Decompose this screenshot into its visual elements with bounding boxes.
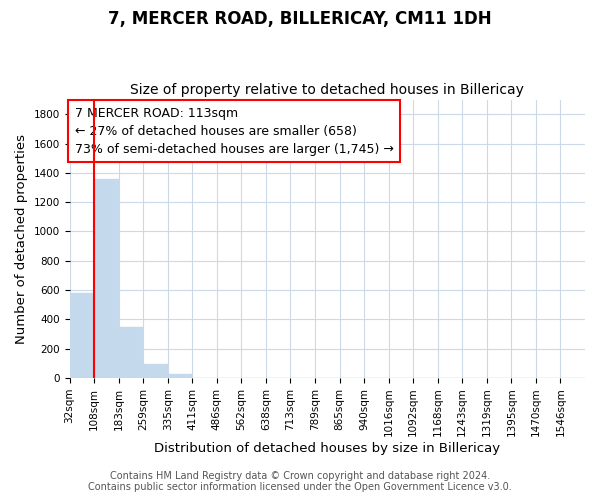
Bar bbox=[70, 293, 94, 378]
Y-axis label: Number of detached properties: Number of detached properties bbox=[15, 134, 28, 344]
Text: 7 MERCER ROAD: 113sqm
← 27% of detached houses are smaller (658)
73% of semi-det: 7 MERCER ROAD: 113sqm ← 27% of detached … bbox=[74, 106, 394, 156]
Bar bbox=[143, 364, 168, 378]
Bar bbox=[168, 374, 192, 378]
Bar bbox=[94, 178, 119, 378]
Title: Size of property relative to detached houses in Billericay: Size of property relative to detached ho… bbox=[130, 83, 524, 97]
Text: 7, MERCER ROAD, BILLERICAY, CM11 1DH: 7, MERCER ROAD, BILLERICAY, CM11 1DH bbox=[108, 10, 492, 28]
Bar bbox=[119, 326, 143, 378]
Text: Contains HM Land Registry data © Crown copyright and database right 2024.
Contai: Contains HM Land Registry data © Crown c… bbox=[88, 471, 512, 492]
X-axis label: Distribution of detached houses by size in Billericay: Distribution of detached houses by size … bbox=[154, 442, 500, 455]
